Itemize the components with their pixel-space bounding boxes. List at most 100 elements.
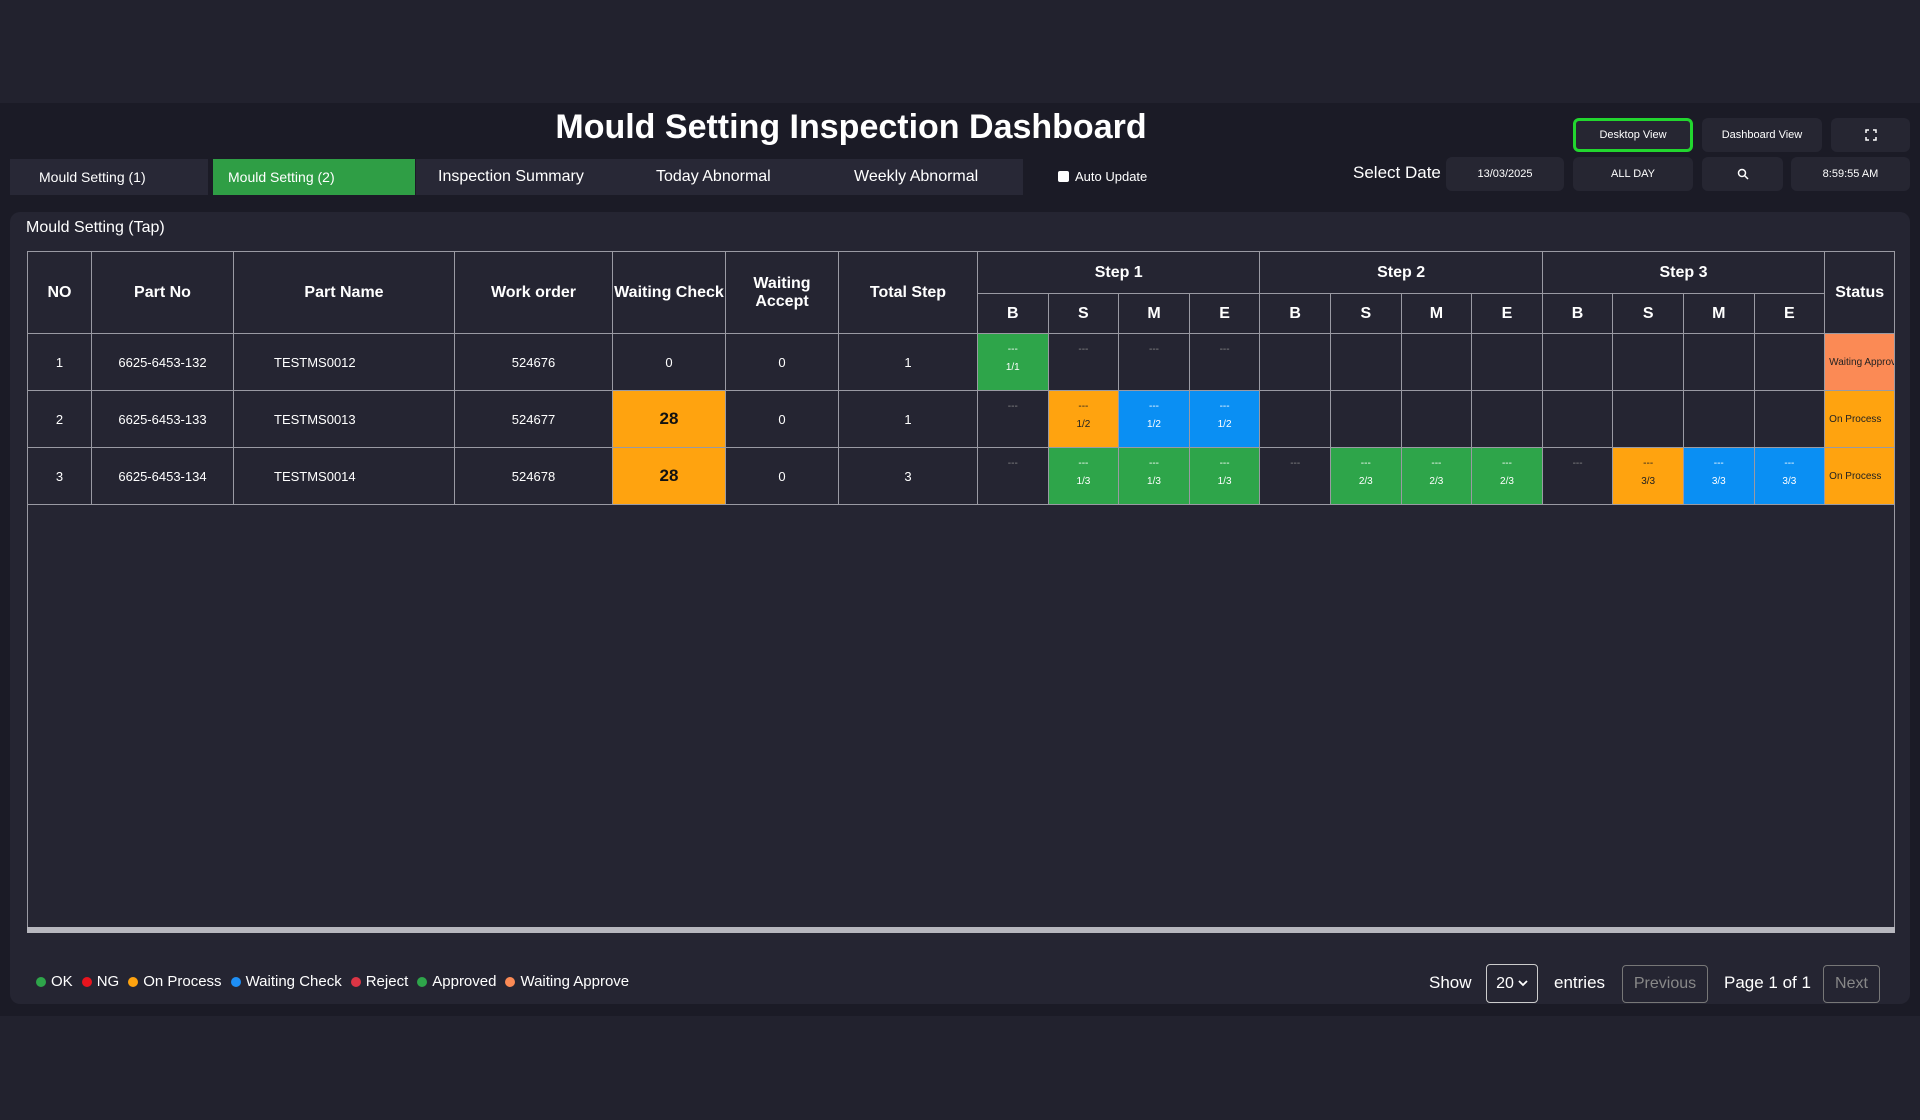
step-top: ---: [1290, 458, 1301, 469]
tab[interactable]: Weekly Abnormal: [820, 159, 1023, 195]
dashboard-view-button[interactable]: Dashboard View: [1702, 118, 1822, 152]
work-order: 524676: [454, 333, 613, 391]
work-order: 524677: [454, 390, 613, 448]
legend-dot: [81, 976, 92, 987]
tab[interactable]: Today Abnormal: [616, 159, 820, 195]
next-button[interactable]: Next: [1823, 965, 1880, 1003]
no: 3: [28, 447, 92, 505]
table-row: 2 6625-6453-133 TESTMS0013 524677 28 0 1 --- ---…: [28, 390, 1894, 448]
search-button[interactable]: [1702, 157, 1783, 191]
step-top: ---: [1078, 344, 1089, 355]
part-no: 6625-6453-134: [91, 447, 234, 505]
step-fraction: 3/3: [1782, 476, 1797, 487]
step-cell: [1541, 390, 1614, 448]
legend-label: Waiting Approve: [520, 973, 630, 990]
date-input[interactable]: 13/03/2025: [1446, 157, 1564, 191]
step-cell: [1541, 333, 1614, 391]
work-order: 524678: [454, 447, 613, 505]
legend: OK NG On Process Waiting Check Reject Approve…: [36, 973, 638, 990]
step-cell: --- 1/2: [1188, 390, 1261, 448]
no: 1: [28, 333, 92, 391]
substep-header: E: [1188, 293, 1261, 334]
desktop-view-button[interactable]: Desktop View: [1573, 118, 1693, 152]
status: On Process: [1824, 390, 1894, 448]
step-fraction: 2/3: [1500, 476, 1514, 487]
waiting-accept: 0: [725, 447, 839, 505]
step-fraction: 2/3: [1429, 476, 1444, 487]
legend-label: Approved: [432, 973, 497, 990]
fullscreen-button[interactable]: [1831, 118, 1910, 152]
auto-update: Auto Update: [1058, 169, 1147, 184]
step-fraction: 3/3: [1641, 476, 1656, 487]
legend-dot: [230, 976, 241, 987]
legend-item: On Process: [128, 973, 222, 990]
step-cell: --- 2/3: [1329, 447, 1402, 505]
page-title: Mould Setting Inspection Dashboard: [555, 108, 1147, 146]
clock: 8:59:55 AM: [1791, 157, 1910, 191]
substep-header: M: [1400, 293, 1473, 334]
step-cell: [1329, 390, 1402, 448]
part-name: TESTMS0013: [233, 390, 455, 448]
substep-header: E: [1753, 293, 1826, 334]
previous-button[interactable]: Previous: [1622, 965, 1708, 1003]
chevron: [1518, 980, 1528, 987]
legend-item: Reject: [350, 973, 408, 990]
waiting-check: 28: [612, 447, 726, 505]
step-fraction: 1/3: [1147, 476, 1161, 487]
column-header: Work order: [454, 251, 613, 334]
date-label: Select Date: [1353, 163, 1441, 182]
table-body: 1 6625-6453-132 TESTMS0012 524676 0 0 1 --- 1/1-…: [28, 333, 1895, 505]
step-cell: --- 2/3: [1471, 447, 1543, 505]
panel-title: Mould Setting (Tap): [26, 219, 165, 236]
tab[interactable]: Inspection Summary: [416, 159, 616, 195]
step-fraction: 1/3: [1217, 476, 1232, 487]
fullscreen-icon: [1864, 129, 1877, 141]
step-fraction: 3/3: [1711, 476, 1726, 487]
part-no: 6625-6453-132: [91, 333, 234, 391]
step-top: ---: [1572, 458, 1583, 469]
substep-header: S: [1047, 293, 1120, 334]
legend-dot: [36, 976, 46, 987]
step-cell: ---: [1259, 447, 1331, 505]
tab[interactable]: Mould Setting (1): [10, 159, 208, 195]
step-cell: --- 1/3: [1118, 447, 1190, 505]
column-header: NO: [28, 251, 92, 334]
step-header: Step 3: [1541, 251, 1826, 294]
table-row: 3 6625-6453-134 TESTMS0014 524678 28 0 3 --- ---…: [28, 447, 1894, 505]
legend-label: NG: [96, 973, 120, 990]
step-top: ---: [1078, 401, 1089, 412]
legend-item: NG: [81, 973, 120, 990]
legend-item: Waiting Check: [230, 973, 342, 990]
checkbox[interactable]: [1058, 171, 1069, 182]
checkbox-label: Auto Update: [1075, 169, 1148, 184]
step-cell: --- 1/2: [1118, 390, 1190, 448]
step-cell: --- 1/3: [1188, 447, 1261, 505]
step-cell: [1682, 333, 1755, 391]
step-cell: [1612, 390, 1684, 448]
tab-active[interactable]: Mould Setting (2): [213, 159, 415, 195]
legend-item: Approved: [417, 973, 496, 990]
step-cell: [1753, 390, 1826, 448]
legend-dot: [505, 976, 516, 987]
scrollbar[interactable]: [27, 927, 1895, 933]
step-cell: [1259, 333, 1331, 391]
inspection-table: NO Part No Part Name Work order Waiting Chec…: [28, 251, 1895, 505]
status-text: Waiting Approve: [1829, 356, 1895, 368]
step-fraction: 1/1: [1005, 362, 1020, 373]
range-select[interactable]: ALL DAY: [1573, 157, 1693, 191]
step-top: ---: [1431, 458, 1442, 469]
page-info: Page 1 of 1: [1724, 973, 1811, 992]
legend-label: OK: [51, 973, 73, 990]
page-size-select[interactable]: 20: [1486, 964, 1538, 1003]
step-cell: --- 2/3: [1400, 447, 1473, 505]
step-header: Step 1: [976, 251, 1261, 294]
step-cell: [1753, 333, 1826, 391]
total-step: 1: [838, 390, 978, 448]
step-cell: [1259, 390, 1331, 448]
step-cell: --- 3/3: [1753, 447, 1826, 505]
step-top: ---: [1501, 458, 1512, 469]
step-cell: [1471, 333, 1543, 391]
step-cell: ---: [977, 447, 1049, 505]
step-top: ---: [1219, 344, 1230, 355]
step-cell: --- 3/3: [1612, 447, 1684, 505]
